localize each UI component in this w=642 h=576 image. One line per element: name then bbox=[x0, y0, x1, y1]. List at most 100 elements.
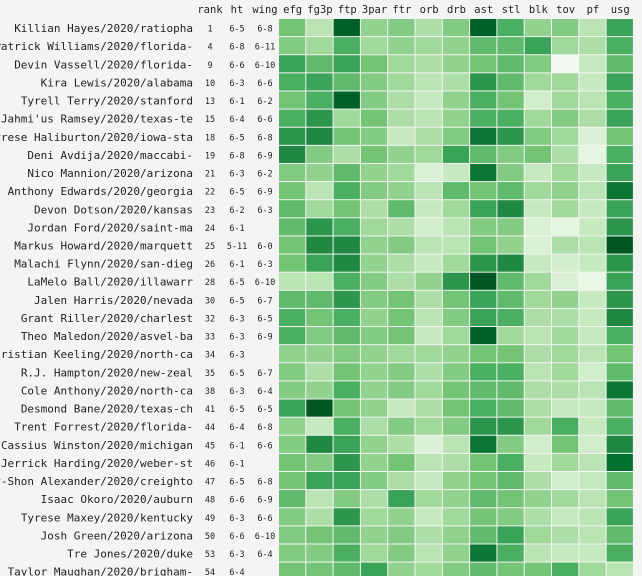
heat-cell-ast bbox=[470, 562, 497, 576]
heat-cell-pf bbox=[579, 399, 606, 417]
heat-cell-orb bbox=[415, 308, 442, 327]
wing-value: 6-6 bbox=[257, 79, 272, 89]
heat-cell-fg3p bbox=[306, 472, 333, 490]
heat-cell-tov bbox=[552, 73, 579, 91]
heat-cell-usg bbox=[606, 345, 633, 363]
ht-value: 6-1 bbox=[229, 441, 244, 451]
heat-cell-efg bbox=[279, 19, 306, 37]
heat-cell-blk bbox=[524, 399, 551, 417]
header-usg: usg bbox=[611, 4, 630, 16]
heat-cell-drb bbox=[442, 399, 470, 417]
header-efg: efg bbox=[283, 4, 302, 16]
heat-cell-usg bbox=[606, 254, 633, 272]
heat-cell-blk bbox=[524, 490, 551, 508]
heat-cell-tov bbox=[552, 19, 579, 37]
heat-cell-3par bbox=[360, 399, 388, 417]
heat-cell-stl bbox=[497, 435, 524, 453]
heat-cell-orb bbox=[415, 363, 442, 381]
heat-cell-orb bbox=[415, 127, 442, 145]
wing-value: 6-10 bbox=[255, 532, 275, 542]
rank-value: 18 bbox=[205, 133, 215, 143]
heat-cell-stl bbox=[497, 218, 524, 236]
heat-cell-orb bbox=[415, 327, 442, 345]
heat-cell-ast bbox=[470, 109, 497, 127]
heat-cell-pf bbox=[579, 508, 606, 526]
rank-value: 48 bbox=[205, 496, 215, 506]
heat-cell-tov bbox=[552, 145, 579, 163]
heat-cell-fg3p bbox=[306, 236, 333, 254]
heat-cell-blk bbox=[524, 182, 551, 200]
ht-value: 6-3 bbox=[229, 550, 244, 560]
heat-cell-ftr bbox=[388, 381, 415, 399]
heat-cell-ast bbox=[470, 290, 497, 308]
heat-cell-ftp bbox=[333, 345, 360, 363]
rank-value: 32 bbox=[205, 314, 215, 324]
heat-cell-usg bbox=[606, 381, 633, 399]
heat-cell-3par bbox=[360, 544, 388, 562]
heat-cell-efg bbox=[279, 435, 306, 453]
heat-cell-ftp bbox=[333, 163, 360, 182]
heat-cell-usg bbox=[606, 472, 633, 490]
header-pf: pf bbox=[587, 4, 600, 16]
heat-cell-blk bbox=[524, 163, 551, 182]
heat-cell-ftr bbox=[388, 127, 415, 145]
heat-cell-stl bbox=[497, 145, 524, 163]
heat-cell-efg bbox=[279, 327, 306, 345]
heat-cell-pf bbox=[579, 218, 606, 236]
heat-cell-ftp bbox=[333, 417, 360, 435]
heat-cell-ftr bbox=[388, 236, 415, 254]
heat-cell-orb bbox=[415, 399, 442, 417]
heat-cell-tov bbox=[552, 490, 579, 508]
heat-cell-ftp bbox=[333, 272, 360, 290]
ht-value: 6-5 bbox=[229, 405, 244, 415]
heat-cell-orb bbox=[415, 490, 442, 508]
heat-cell-ftr bbox=[388, 453, 415, 471]
heat-cell-usg bbox=[606, 73, 633, 91]
heat-cell-orb bbox=[415, 37, 442, 55]
row-label: Anthony Edwards/2020/georgia bbox=[8, 185, 193, 198]
heat-cell-pf bbox=[579, 345, 606, 363]
heat-cell-efg bbox=[279, 526, 306, 544]
heat-cell-blk bbox=[524, 453, 551, 471]
ht-value: 6-6 bbox=[229, 532, 244, 542]
heat-cell-usg bbox=[606, 363, 633, 381]
rank-value: 47 bbox=[205, 478, 215, 488]
ht-value: 6-5 bbox=[229, 278, 244, 288]
heat-cell-ast bbox=[470, 363, 497, 381]
heat-cell-fg3p bbox=[306, 272, 333, 290]
row-label: Malachi Flynn/2020/san-dieg bbox=[14, 258, 193, 271]
heat-cell-fg3p bbox=[306, 562, 333, 576]
heat-cell-orb bbox=[415, 73, 442, 91]
wing-value: 6-6 bbox=[257, 441, 272, 451]
row-label: Theo Maledon/2020/asvel-ba bbox=[21, 330, 193, 343]
heat-cell-ftp bbox=[333, 399, 360, 417]
heat-cell-drb bbox=[442, 109, 470, 127]
heat-cell-drb bbox=[442, 526, 470, 544]
rank-value: 26 bbox=[205, 260, 215, 270]
heat-cell-orb bbox=[415, 272, 442, 290]
heat-cell-ftr bbox=[388, 109, 415, 127]
wing-value: 6-8 bbox=[257, 478, 272, 488]
row-label: LaMelo Ball/2020/illawarr bbox=[27, 276, 193, 289]
heat-cell-fg3p bbox=[306, 526, 333, 544]
heat-cell-ftp bbox=[333, 55, 360, 73]
heat-cell-stl bbox=[497, 417, 524, 435]
heat-cell-tov bbox=[552, 435, 579, 453]
row-label: Killian Hayes/2020/ratiopha bbox=[14, 22, 193, 35]
heat-cell-orb bbox=[415, 453, 442, 471]
heat-cell-ast bbox=[470, 327, 497, 345]
heat-cell-ast bbox=[470, 218, 497, 236]
row-label: Tyrese Haliburton/2020/iowa-sta bbox=[0, 131, 193, 144]
row-label: Devon Dotson/2020/kansas bbox=[34, 203, 193, 216]
heat-cell-tov bbox=[552, 55, 579, 73]
heat-cell-usg bbox=[606, 91, 633, 109]
ht-value: 6-1 bbox=[229, 260, 244, 270]
heat-cell-drb bbox=[442, 308, 470, 327]
heat-cell-orb bbox=[415, 109, 442, 127]
heat-cell-stl bbox=[497, 363, 524, 381]
heat-cell-usg bbox=[606, 127, 633, 145]
heat-cell-3par bbox=[360, 272, 388, 290]
heat-cell-pf bbox=[579, 472, 606, 490]
heat-cell-usg bbox=[606, 544, 633, 562]
ht-value: 6-5 bbox=[229, 133, 244, 143]
